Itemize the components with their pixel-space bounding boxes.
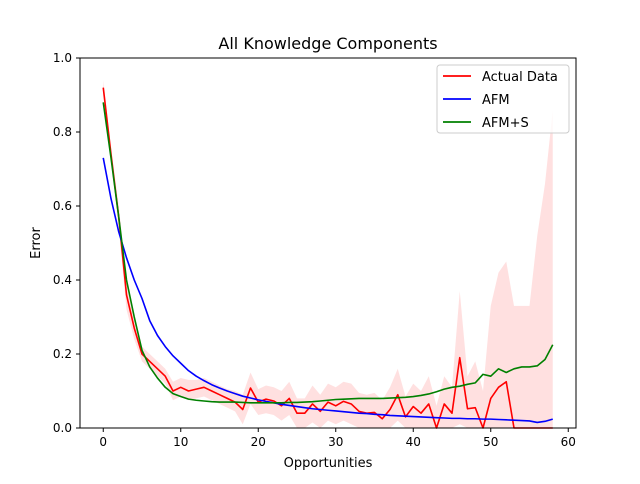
series-line-1 — [102, 157, 553, 424]
legend-label-1: AFM — [482, 93, 510, 108]
x-tick-label: 20 — [251, 435, 266, 449]
x-ticks: 0 10 20 30 40 50 60 — [99, 428, 576, 449]
series-line-2 — [102, 102, 554, 404]
data-lines — [102, 87, 554, 429]
legend: Actual Data AFM AFM+S — [436, 64, 570, 134]
legend-label-0: Actual Data — [482, 70, 558, 85]
x-tick-label: 0 — [99, 435, 107, 449]
series-line-0 — [102, 87, 553, 429]
y-tick-label: 0.0 — [53, 421, 72, 435]
x-tick-label: 50 — [483, 435, 498, 449]
legend-label-2: AFM+S — [482, 116, 529, 131]
x-tick-label: 10 — [173, 435, 188, 449]
y-tick-label: 1.0 — [53, 51, 72, 65]
y-tick-label: 0.4 — [53, 273, 72, 287]
x-tick-label: 60 — [561, 435, 576, 449]
x-tick-label: 30 — [328, 435, 343, 449]
legend-box — [436, 64, 570, 134]
x-axis-label: Opportunities — [284, 456, 373, 471]
y-tick-label: 0.8 — [53, 125, 72, 139]
chart-title: All Knowledge Components — [218, 34, 437, 53]
y-ticks: 0.0 0.2 0.4 0.6 0.8 1.0 — [53, 51, 80, 435]
x-tick-label: 40 — [406, 435, 421, 449]
y-tick-label: 0.6 — [53, 199, 72, 213]
y-tick-label: 0.2 — [53, 347, 72, 361]
y-axis-label: Error — [29, 227, 44, 259]
axes-frame — [79, 57, 577, 429]
